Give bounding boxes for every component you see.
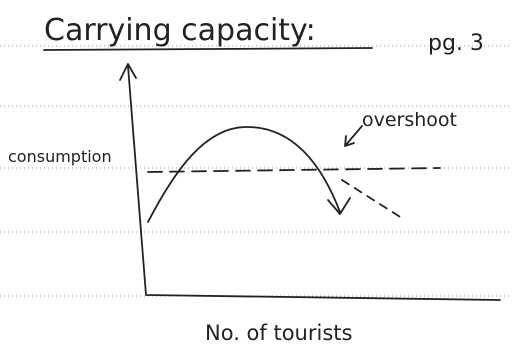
- ruled-lines: [0, 46, 512, 296]
- title: Carrying capacity:: [44, 13, 316, 48]
- consumption-curve: [148, 127, 340, 222]
- x-axis-label: No. of tourists: [205, 321, 352, 345]
- overshoot-dash: [342, 180, 405, 220]
- page-number: pg. 3: [428, 31, 484, 56]
- overshoot-pointer: [345, 126, 362, 146]
- curve-arrow: [328, 198, 350, 214]
- sketch: Carrying capacity: pg. 3 overshoot consu…: [0, 0, 512, 349]
- title-underline: [44, 48, 372, 50]
- axes: [128, 66, 500, 300]
- consumption-label: consumption: [8, 147, 112, 166]
- overshoot-label: overshoot: [362, 109, 457, 131]
- capacity-line: [148, 168, 440, 172]
